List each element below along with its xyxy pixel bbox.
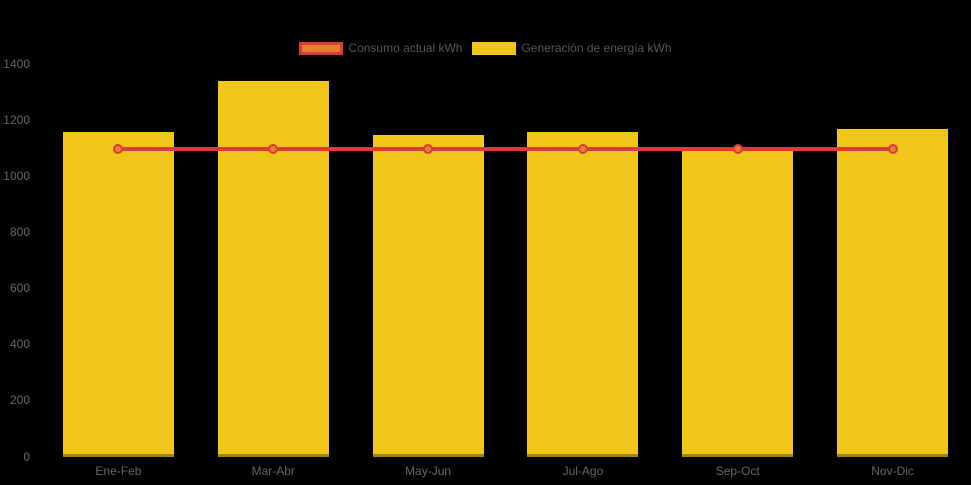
bar-May-Jun[interactable] [372, 134, 484, 457]
legend-item[interactable]: Consumo actual kWh [299, 42, 462, 55]
y-axis-tick-label: 1400 [3, 57, 30, 71]
data-point-marker[interactable] [887, 143, 898, 154]
y-axis-tick-label: 0 [23, 449, 30, 464]
legend-item-label: Generación de energía kWh [521, 41, 672, 55]
y-axis-tick-label: 600 [9, 281, 30, 296]
x-axis-tick-label: Sep-Oct [715, 464, 760, 478]
legend-item[interactable]: Generación de energía kWh [472, 41, 672, 55]
y-axis-tick-label: 200 [9, 393, 30, 408]
x-axis-tick-label: Mar-Abr [251, 464, 295, 478]
y-axis-tick-label: 800 [9, 225, 30, 240]
data-point-marker[interactable] [577, 143, 588, 154]
x-axis-baseline [41, 454, 970, 457]
data-point-marker[interactable] [113, 143, 124, 154]
bar-Jul-Ago[interactable] [527, 131, 639, 457]
legend-color-swatch [299, 42, 344, 55]
y-axis-tick-label: 1000 [3, 169, 30, 184]
legend-color-swatch [472, 42, 517, 55]
bar-Ene-Feb[interactable] [62, 131, 174, 457]
chart-legend: Consumo actual kWh Generación de energía … [0, 42, 971, 55]
y-axis-tick-label: 1200 [3, 113, 30, 128]
y-axis-tick-label: 400 [9, 337, 30, 352]
x-axis-tick-label: May-Jun [405, 464, 452, 478]
data-point-marker[interactable] [732, 143, 743, 154]
legend-item-label: Consumo actual kWh [348, 41, 463, 55]
bar-Mar-Abr[interactable] [217, 81, 329, 457]
data-point-marker[interactable] [268, 143, 279, 154]
bar-Sep-Oct[interactable] [682, 151, 794, 457]
bar-Nov-Dic[interactable] [837, 128, 949, 457]
consumption-line [118, 146, 893, 151]
data-point-marker[interactable] [423, 143, 434, 154]
x-axis-tick-label: Nov-Dic [871, 464, 914, 478]
x-axis-tick-label: Jul-Ago [562, 464, 604, 478]
x-axis-tick-label: Ene-Feb [95, 464, 142, 478]
